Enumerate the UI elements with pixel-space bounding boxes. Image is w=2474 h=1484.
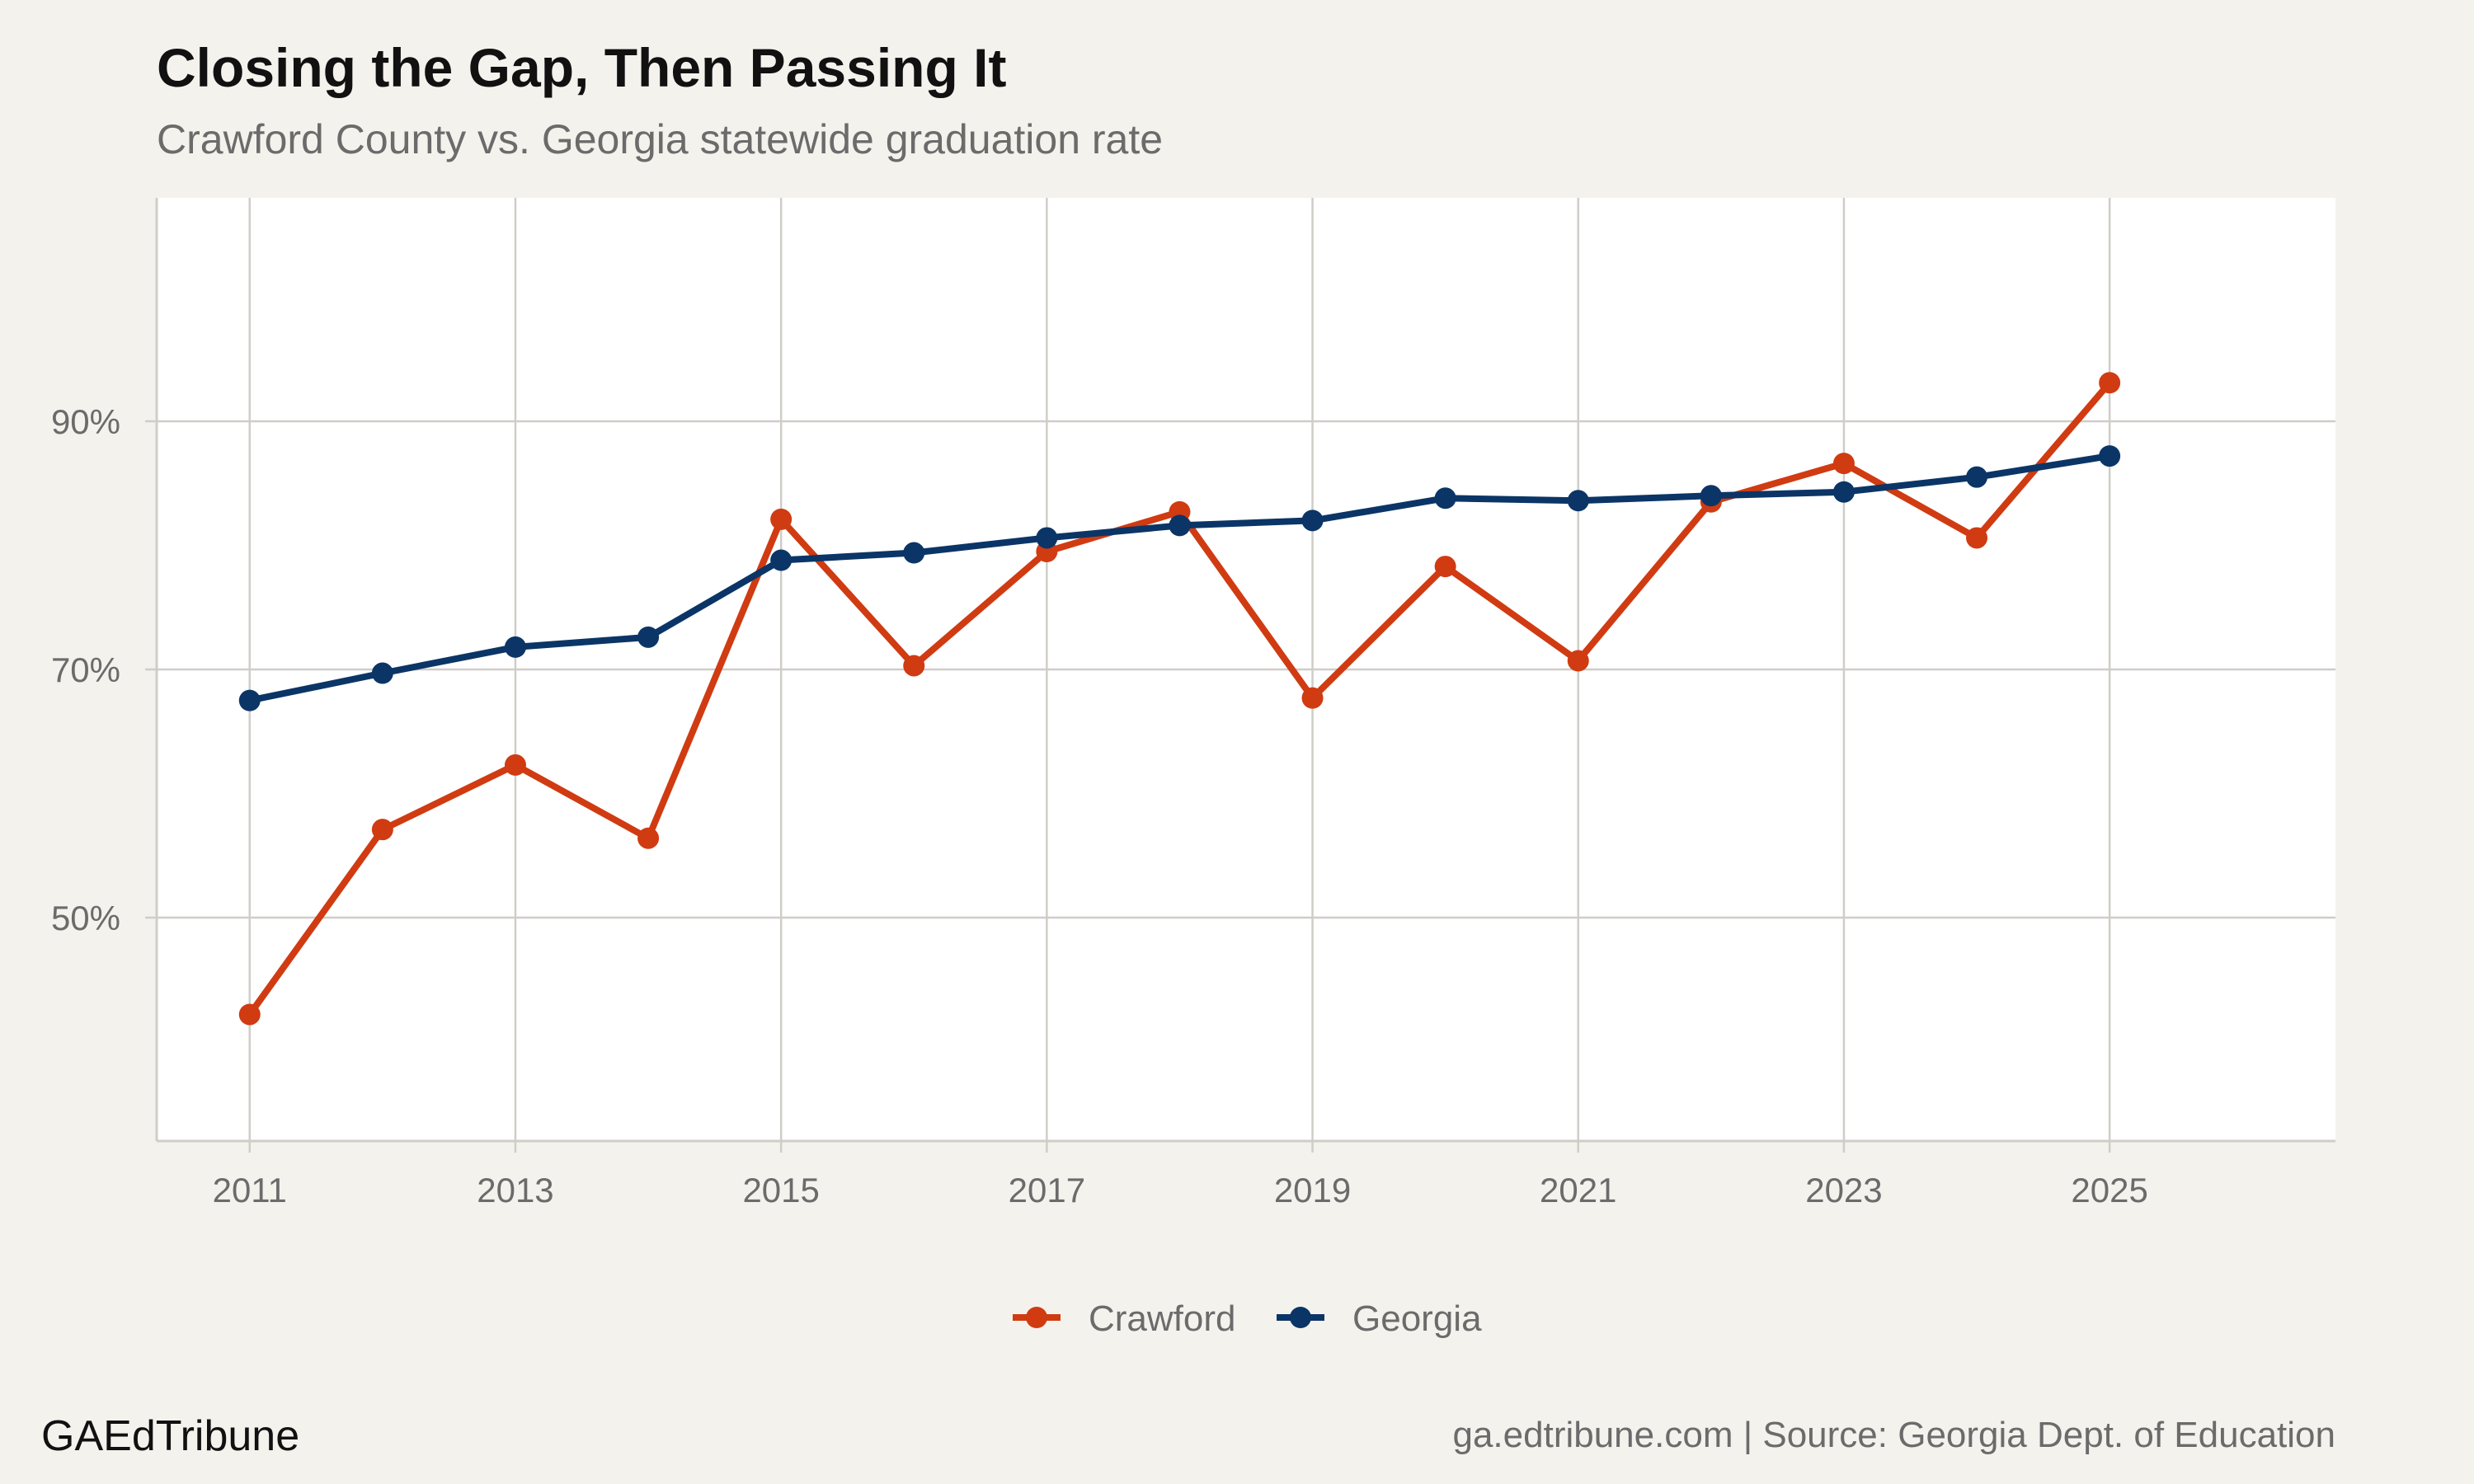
legend-label-georgia: Georgia [1352, 1298, 1482, 1339]
chart-subtitle: Crawford County vs. Georgia statewide gr… [157, 116, 1164, 162]
point-georgia-2014 [637, 626, 660, 648]
point-georgia-2018 [1169, 514, 1191, 537]
x-tick-label-2017: 2017 [1009, 1171, 1085, 1209]
point-crawford-2016 [903, 655, 925, 677]
y-tick-label-90: 90% [51, 402, 120, 441]
chart-title: Closing the Gap, Then Passing It [157, 37, 1007, 98]
point-georgia-2023 [1832, 481, 1855, 503]
point-georgia-2020 [1434, 487, 1456, 510]
brand-logo-text: GAEdTribune [41, 1412, 300, 1460]
point-georgia-2025 [2099, 445, 2121, 467]
legend-label-crawford: Crawford [1089, 1298, 1236, 1339]
y-tick-label-70: 70% [51, 650, 120, 689]
point-crawford-2015 [770, 508, 793, 530]
point-georgia-2021 [1567, 490, 1589, 512]
legend-marker-crawford [1026, 1307, 1047, 1328]
point-georgia-2011 [238, 689, 261, 711]
x-tick-label-2015: 2015 [742, 1171, 819, 1209]
point-crawford-2025 [2099, 372, 2121, 394]
point-georgia-2012 [371, 662, 393, 684]
point-georgia-2019 [1301, 510, 1324, 532]
point-crawford-2021 [1567, 650, 1589, 672]
y-tick-label-50: 50% [51, 899, 120, 937]
x-tick-label-2019: 2019 [1274, 1171, 1351, 1209]
x-tick-label-2023: 2023 [1805, 1171, 1882, 1209]
point-crawford-2012 [371, 819, 393, 841]
x-tick-label-2021: 2021 [1540, 1171, 1616, 1209]
point-crawford-2024 [1966, 527, 1988, 549]
point-georgia-2017 [1036, 527, 1058, 549]
point-georgia-2013 [504, 636, 526, 658]
source-credit: ga.edtribune.com | Source: Georgia Dept.… [1452, 1415, 2335, 1455]
point-crawford-2019 [1301, 687, 1324, 709]
point-crawford-2023 [1832, 453, 1855, 475]
point-georgia-2022 [1700, 485, 1722, 507]
x-tick-label-2025: 2025 [2071, 1171, 2147, 1209]
point-crawford-2020 [1434, 556, 1456, 578]
point-georgia-2015 [770, 549, 793, 571]
x-tick-label-2013: 2013 [477, 1171, 553, 1209]
legend-marker-georgia [1290, 1307, 1311, 1328]
point-crawford-2014 [637, 827, 660, 849]
point-crawford-2011 [238, 1003, 261, 1026]
point-crawford-2013 [504, 754, 526, 776]
x-tick-label-2011: 2011 [213, 1171, 287, 1209]
point-georgia-2024 [1966, 466, 1988, 488]
point-georgia-2016 [903, 542, 925, 564]
